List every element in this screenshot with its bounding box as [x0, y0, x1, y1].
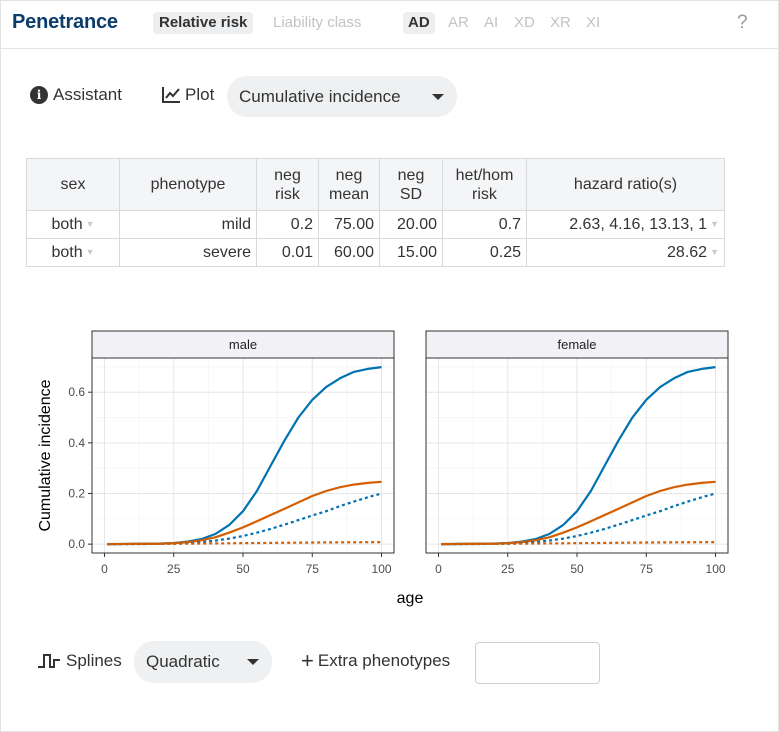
sex-select[interactable]: both ▼: [26, 210, 120, 239]
tab-ad[interactable]: AD: [403, 12, 435, 34]
panel-title: Penetrance: [12, 11, 118, 33]
series-line-severe-dashed: [441, 541, 716, 546]
x-tick-label: 0: [435, 562, 442, 576]
col-neg-risk: neg risk: [256, 158, 319, 211]
neg-sd-cell[interactable]: 15.00: [379, 238, 443, 267]
x-tick-label: 50: [236, 562, 250, 576]
plot-type-select[interactable]: Cumulative incidence: [227, 76, 457, 117]
extra-phenotypes-label-group: + Extra phenotypes: [301, 648, 451, 673]
info-icon: i: [30, 86, 48, 104]
facet-strip: [91, 330, 395, 359]
series-line-severe-dashed: [107, 541, 382, 546]
splines-select[interactable]: Quadratic: [134, 641, 272, 683]
extra-phenotypes-input[interactable]: [475, 642, 600, 684]
tab-ai[interactable]: AI: [484, 14, 499, 31]
y-tick-label: 0.6: [68, 385, 85, 399]
hazard-ratio-select[interactable]: 2.63, 4.16, 13.13, 1 ▼: [526, 210, 725, 239]
neg-risk-cell[interactable]: 0.2: [256, 210, 319, 239]
x-tick-label: 25: [501, 562, 515, 576]
het-hom-risk-cell[interactable]: 0.25: [442, 238, 527, 267]
hazard-ratio-select[interactable]: 28.62 ▼: [526, 238, 725, 267]
splines-label: Splines: [66, 651, 122, 670]
phenotype-cell[interactable]: severe: [119, 238, 257, 267]
cumulative-incidence-chart: male 0 25 50 75 100 0.0 0.2 0.4 0.6 female 0 25 50 75 1…: [37, 330, 729, 607]
x-axis-title: age: [397, 590, 424, 607]
panel-header: Penetrance Relative risk Liability class…: [1, 1, 778, 49]
col-hazard-ratios: hazard ratio(s): [526, 158, 725, 211]
caret-down-icon: ▼: [710, 218, 719, 229]
y-tick-label: 0.2: [68, 486, 85, 500]
step-function-icon: [38, 654, 60, 668]
neg-sd-cell[interactable]: 20.00: [379, 210, 443, 239]
plot-type-value: Cumulative incidence: [239, 86, 401, 106]
tab-relative-risk[interactable]: Relative risk: [153, 12, 254, 34]
splines-value: Quadratic: [146, 652, 220, 671]
tab-liability-class[interactable]: Liability class: [273, 14, 362, 31]
col-het-hom-risk: het/hom risk: [442, 158, 527, 211]
col-sex: sex: [26, 158, 120, 211]
facet-strip: [425, 330, 729, 359]
x-tick-label: 100: [706, 562, 726, 576]
x-tick-label: 75: [640, 562, 654, 576]
tab-xi[interactable]: XI: [586, 14, 601, 31]
x-tick-label: 25: [167, 562, 181, 576]
neg-risk-cell[interactable]: 0.01: [256, 238, 319, 267]
assistant-label: Assistant: [53, 85, 122, 104]
table-row: both ▼ mild 0.2 75.00 20.00 0.7 2.63, 4.1…: [26, 210, 725, 239]
caret-down-icon: ▼: [85, 218, 95, 229]
caret-down-icon: ▼: [710, 246, 719, 257]
sex-select[interactable]: both ▼: [26, 238, 120, 267]
plot-label: Plot: [185, 85, 215, 104]
x-tick-label: 75: [306, 562, 320, 576]
help-button[interactable]: ?: [737, 12, 748, 33]
y-tick-label: 0.4: [68, 436, 85, 450]
extra-phenotypes-label: Extra phenotypes: [317, 651, 451, 670]
line-chart-icon: [162, 87, 180, 103]
tab-xr[interactable]: XR: [550, 14, 571, 31]
x-tick-label: 0: [101, 562, 108, 576]
col-phenotype: phenotype: [119, 158, 257, 211]
plot-label-group: Plot: [161, 85, 214, 105]
splines-label-group: Splines: [37, 651, 122, 671]
y-tick-label: 0.0: [68, 537, 85, 551]
col-neg-mean: neg mean: [318, 158, 380, 211]
assistant-button[interactable]: i Assistant: [30, 85, 122, 105]
table-row: both ▼ severe 0.01 60.00 15.00 0.25 28.62…: [26, 238, 725, 267]
neg-mean-cell[interactable]: 75.00: [318, 210, 380, 239]
tab-xd[interactable]: XD: [514, 14, 535, 31]
facet-label: female: [557, 337, 596, 352]
caret-down-icon: ▼: [85, 246, 95, 257]
chevron-down-icon: [247, 659, 259, 665]
plus-icon: +: [301, 648, 314, 673]
het-hom-risk-cell[interactable]: 0.7: [442, 210, 527, 239]
chevron-down-icon: [432, 94, 444, 100]
y-axis-title: Cumulative incidence: [37, 379, 54, 531]
facet-label: male: [229, 337, 257, 352]
x-tick-label: 100: [372, 562, 392, 576]
phenotype-cell[interactable]: mild: [119, 210, 257, 239]
x-tick-label: 50: [570, 562, 584, 576]
penetrance-table: sex phenotype neg risk neg mean neg SD h…: [26, 158, 725, 267]
col-neg-sd: neg SD: [379, 158, 443, 211]
neg-mean-cell[interactable]: 60.00: [318, 238, 380, 267]
tab-ar[interactable]: AR: [448, 14, 469, 31]
